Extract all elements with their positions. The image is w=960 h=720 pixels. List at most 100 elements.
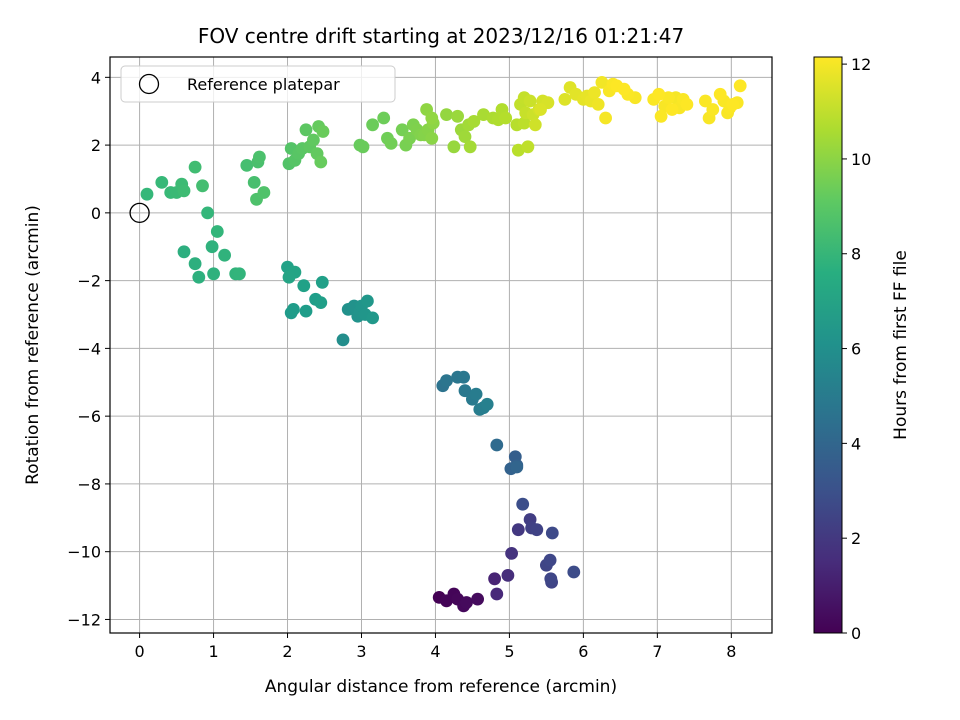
y-tick-label: 2 <box>91 136 101 155</box>
data-point <box>543 553 557 567</box>
data-point <box>188 257 202 271</box>
data-point <box>599 111 612 125</box>
data-point <box>366 118 379 132</box>
data-point <box>517 116 531 130</box>
data-point <box>192 270 206 284</box>
data-point <box>490 587 504 601</box>
data-point <box>196 179 209 193</box>
data-point <box>218 248 232 262</box>
y-axis-label: Rotation from reference (arcmin) <box>23 205 43 485</box>
x-tick-label: 5 <box>504 642 514 661</box>
x-tick-label: 2 <box>282 642 292 661</box>
data-point <box>307 133 320 147</box>
y-tick-label: −2 <box>77 272 101 291</box>
data-point <box>177 245 191 259</box>
data-point <box>652 87 666 101</box>
data-point <box>477 108 490 121</box>
data-point <box>511 523 525 537</box>
data-point <box>528 118 542 132</box>
data-point <box>544 572 558 586</box>
colorbar-tick-label: 0 <box>851 624 861 643</box>
data-point <box>447 140 461 154</box>
data-point <box>588 86 601 99</box>
data-point <box>457 370 470 384</box>
data-point <box>516 497 530 511</box>
data-point <box>233 267 246 281</box>
x-tick-label: 7 <box>652 642 662 661</box>
data-point <box>316 125 330 138</box>
y-tick-label: −12 <box>67 610 101 629</box>
data-point <box>726 98 740 111</box>
data-point <box>499 111 513 125</box>
data-point <box>314 155 328 169</box>
data-point <box>545 526 559 540</box>
colorbar-gradient <box>813 56 843 634</box>
data-point <box>510 460 524 474</box>
data-point <box>314 296 328 309</box>
data-point <box>713 87 727 101</box>
y-tick-label: −10 <box>67 543 101 562</box>
chart-title: FOV centre drift starting at 2023/12/16 … <box>198 24 684 48</box>
data-point <box>463 140 477 154</box>
data-points <box>140 76 747 613</box>
data-point <box>188 160 202 174</box>
colorbar-tick-label: 2 <box>851 529 861 548</box>
y-tick-label: 0 <box>91 204 101 223</box>
y-tick-label: −8 <box>77 475 101 494</box>
data-point <box>534 103 547 116</box>
data-point <box>480 397 494 411</box>
data-point <box>469 387 483 401</box>
data-point <box>511 143 525 157</box>
data-point <box>501 569 515 582</box>
data-point <box>490 438 504 452</box>
x-tick-label: 0 <box>134 642 144 661</box>
colorbar-label: Hours from first FF file <box>891 250 911 440</box>
legend-box <box>120 65 396 103</box>
legend-reference-marker <box>138 73 160 95</box>
data-point <box>287 303 300 316</box>
colorbar-tick-label: 12 <box>851 55 871 74</box>
colorbar-tick-label: 6 <box>851 340 861 359</box>
data-point <box>395 123 409 137</box>
data-point <box>247 176 261 189</box>
legend: Reference platepar <box>120 65 396 103</box>
y-tick-label: −4 <box>77 339 101 358</box>
data-point <box>253 150 266 164</box>
data-point <box>706 103 720 116</box>
data-point <box>665 103 679 116</box>
data-point <box>654 109 668 123</box>
data-point <box>467 115 481 128</box>
data-point <box>207 267 221 281</box>
data-point <box>425 111 439 125</box>
colorbar-ticks: 0 2 4 6 8 10 12 <box>842 55 871 643</box>
data-point <box>282 270 296 284</box>
data-point <box>699 94 712 108</box>
data-point <box>336 333 350 347</box>
data-point <box>505 547 518 560</box>
data-point <box>733 79 747 93</box>
colorbar-tick-label: 4 <box>851 434 861 453</box>
x-axis-ticks: 0 1 2 3 4 5 6 7 8 <box>134 633 736 661</box>
y-tick-label: 4 <box>91 68 101 87</box>
data-point <box>205 240 219 254</box>
data-point <box>451 109 464 123</box>
data-point <box>403 131 416 145</box>
data-point <box>366 311 379 325</box>
data-point <box>558 93 572 106</box>
data-point <box>591 98 605 111</box>
data-point <box>297 279 311 293</box>
colorbar-tick-label: 8 <box>851 245 861 264</box>
y-axis-ticks: −12 −10 −8 −6 −4 −2 0 2 4 <box>67 68 110 629</box>
data-point <box>315 275 329 289</box>
data-point <box>567 565 581 579</box>
data-point <box>140 187 154 201</box>
reference-marker-layer <box>129 202 150 224</box>
data-point <box>488 572 501 586</box>
legend-entry-reference-platepar: Reference platepar <box>187 75 340 94</box>
data-point <box>240 159 254 172</box>
data-point <box>680 98 694 111</box>
data-point <box>155 176 169 189</box>
data-point <box>458 384 472 398</box>
data-point <box>595 76 609 89</box>
